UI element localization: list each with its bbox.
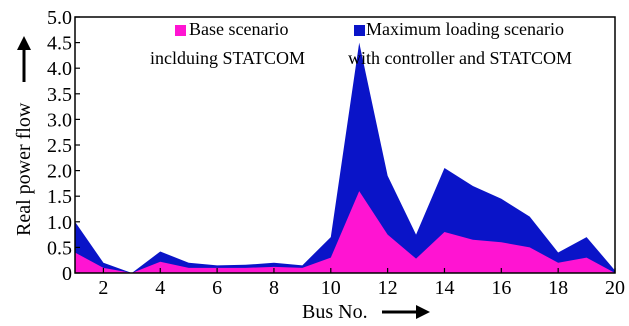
y-tick-label: 0.5 xyxy=(47,237,72,259)
y-tick-label: 3.0 xyxy=(47,109,72,131)
y-tick-label: 2.0 xyxy=(47,161,72,183)
y-tick-label: 4.0 xyxy=(47,58,72,80)
series-area-base xyxy=(75,191,615,273)
x-tick-label: 14 xyxy=(434,277,454,299)
legend-label-max-line1: Maximum loading scenario xyxy=(366,19,564,39)
y-tick-label: 4.5 xyxy=(47,33,72,55)
y-axis: 0 0.5 1.0 1.5 2.0 2.5 3.0 3.5 4.0 4.5 5.0 xyxy=(47,7,80,285)
y-tick-label: 0 xyxy=(62,263,72,285)
x-tick-label: 20 xyxy=(605,277,625,299)
y-tick-label: 3.5 xyxy=(47,84,72,106)
legend-swatch-base xyxy=(175,25,186,36)
x-tick-label: 6 xyxy=(212,277,222,299)
series-area-max-loading xyxy=(75,42,615,273)
legend-label-base-line1: Base scenario xyxy=(189,19,288,39)
x-tick-label: 18 xyxy=(548,277,568,299)
y-tick-label: 1.0 xyxy=(47,212,72,234)
x-axis: 2 4 6 8 10 12 14 16 18 20 xyxy=(98,268,625,299)
y-tick-label: 5.0 xyxy=(47,7,72,29)
legend: Base scenario inclduing STATCOM Maximum … xyxy=(150,19,572,68)
y-axis-arrow xyxy=(17,36,31,82)
x-axis-label: Bus No. xyxy=(302,301,368,323)
x-axis-arrow xyxy=(382,305,430,319)
legend-label-max-line2: with controller and STATCOM xyxy=(348,48,572,68)
x-tick-label: 12 xyxy=(378,277,398,299)
x-tick-label: 10 xyxy=(321,277,341,299)
x-tick-label: 2 xyxy=(98,277,108,299)
y-tick-label: 1.5 xyxy=(47,186,72,208)
x-tick-label: 16 xyxy=(491,277,511,299)
legend-label-base-line2: inclduing STATCOM xyxy=(150,48,305,68)
series-areas xyxy=(75,42,615,273)
legend-swatch-max xyxy=(354,25,365,36)
y-axis-label: Real power flow xyxy=(13,102,35,236)
x-tick-label: 8 xyxy=(269,277,279,299)
y-tick-label: 2.5 xyxy=(47,135,72,157)
x-tick-label: 4 xyxy=(155,277,165,299)
